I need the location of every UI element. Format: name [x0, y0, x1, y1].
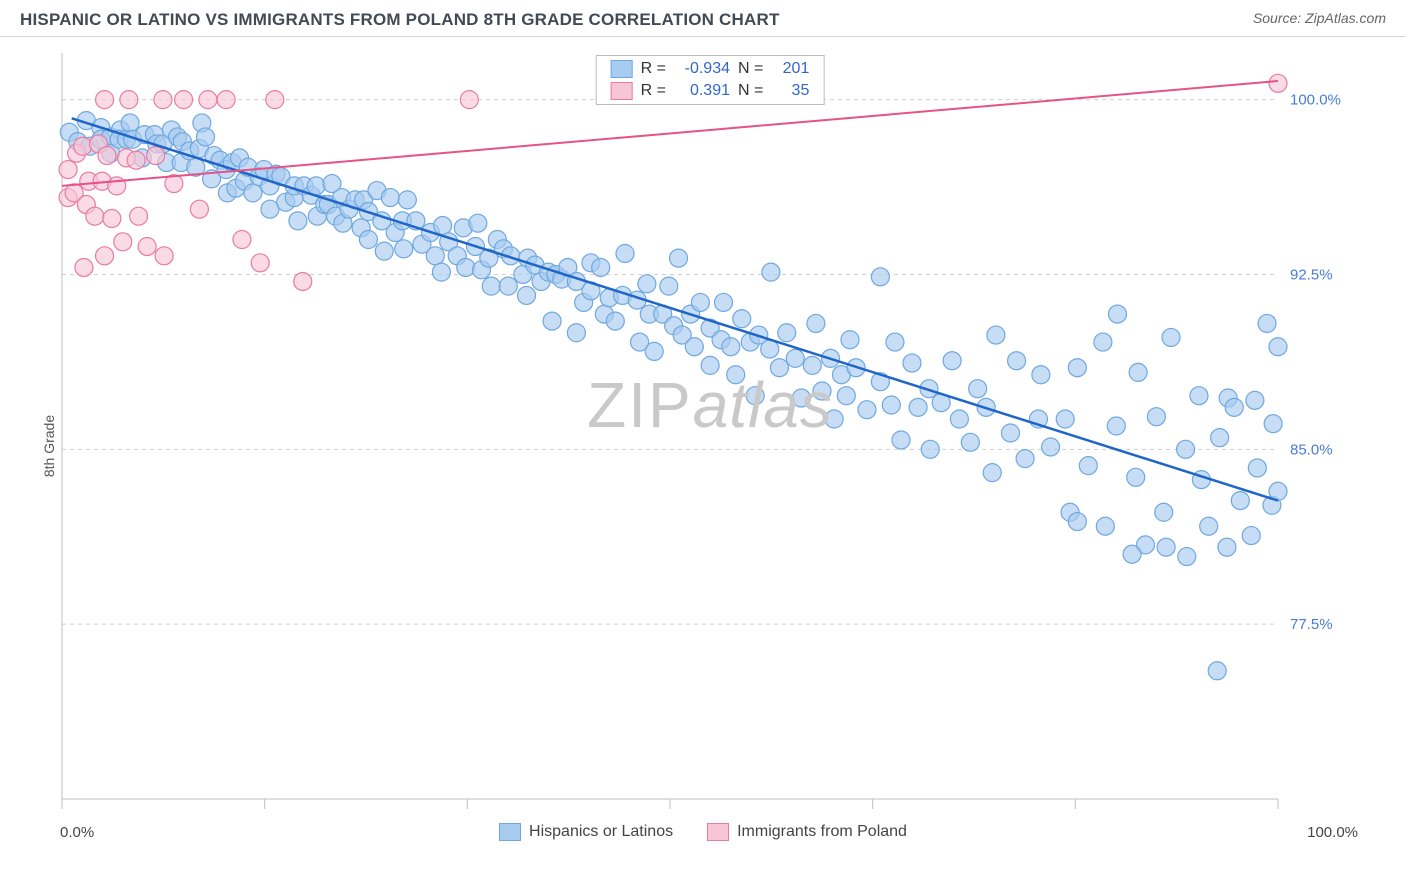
bottom-legend: 0.0% Hispanics or Latinos Immigrants fro… — [0, 823, 1406, 841]
stats-row-pink: R = 0.391 N = 35 — [597, 80, 824, 102]
title-bar: HISPANIC OR LATINO VS IMMIGRANTS FROM PO… — [0, 0, 1406, 37]
n-label: N = — [738, 60, 763, 78]
svg-text:85.0%: 85.0% — [1290, 441, 1333, 458]
swatch-blue-icon — [499, 823, 521, 841]
legend-item-pink: Immigrants from Poland — [707, 823, 907, 841]
n-value-pink: 35 — [771, 82, 809, 100]
plot-area: 77.5%85.0%92.5%100.0% ZIPatlas R = -0.93… — [58, 51, 1362, 821]
r-label: R = — [641, 82, 666, 100]
n-value-blue: 201 — [771, 60, 809, 78]
y-axis-label: 8th Grade — [41, 415, 57, 477]
n-label: N = — [738, 82, 763, 100]
chart-title: HISPANIC OR LATINO VS IMMIGRANTS FROM PO… — [20, 10, 780, 30]
source-attribution: Source: ZipAtlas.com — [1253, 10, 1386, 26]
swatch-pink-icon — [707, 823, 729, 841]
r-label: R = — [641, 60, 666, 78]
swatch-pink — [611, 82, 633, 100]
x-min-label: 0.0% — [60, 824, 94, 841]
x-max-label: 100.0% — [1307, 824, 1358, 841]
legend-label-pink: Immigrants from Poland — [737, 823, 907, 841]
svg-text:100.0%: 100.0% — [1290, 92, 1341, 109]
r-value-blue: -0.934 — [674, 60, 730, 78]
r-value-pink: 0.391 — [674, 82, 730, 100]
scatter-svg: 77.5% 85.0% 92.5% 100.0% — [58, 51, 1348, 821]
svg-text:92.5%: 92.5% — [1290, 266, 1333, 283]
legend-label-blue: Hispanics or Latinos — [529, 823, 673, 841]
stats-legend: R = -0.934 N = 201 R = 0.391 N = 35 — [596, 55, 825, 105]
legend-item-blue: Hispanics or Latinos — [499, 823, 673, 841]
stats-row-blue: R = -0.934 N = 201 — [597, 58, 824, 80]
swatch-blue — [611, 60, 633, 78]
svg-text:77.5%: 77.5% — [1290, 616, 1333, 633]
